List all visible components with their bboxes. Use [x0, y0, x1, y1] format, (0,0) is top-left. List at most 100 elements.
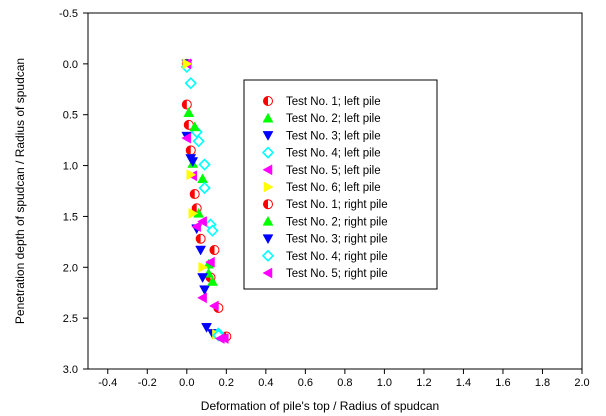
x-axis-label: Deformation of pile's top / Radius of sp… — [201, 399, 439, 413]
y-tick-label: 3.0 — [63, 364, 78, 376]
legend-marker — [263, 96, 273, 106]
marker-fill — [186, 145, 191, 155]
y-tick-label: 0.5 — [63, 110, 78, 122]
x-tick-label: 0.2 — [219, 377, 234, 389]
y-axis-ticks: -0.5 0.0 0.5 1.0 1.5 2.0 2.5 3.0 — [59, 8, 88, 376]
x-tick-label: 2.0 — [574, 377, 589, 389]
series-9 — [185, 154, 212, 333]
x-tick-label: 1.0 — [377, 377, 392, 389]
y-tick-label: 1.0 — [63, 161, 78, 173]
legend-label: Test No. 3; right pile — [286, 234, 388, 246]
data-point — [214, 333, 225, 344]
legend-entry: Test No. 1; left pile — [263, 96, 381, 108]
data-point — [206, 224, 219, 237]
legend-marker — [262, 267, 273, 279]
data-point — [183, 107, 195, 117]
data-point — [185, 154, 197, 164]
data-point — [188, 207, 199, 219]
legend-marker — [263, 199, 273, 210]
data-point — [197, 216, 207, 227]
legend-entry: Test No. 3; right pile — [262, 234, 388, 246]
marker-fill — [192, 203, 197, 213]
legend-entry: Test No. 1; right pile — [263, 199, 388, 211]
x-tick-label: 1.2 — [416, 377, 431, 389]
data-point — [208, 300, 219, 312]
series-7 — [183, 119, 224, 313]
marker-fill — [196, 234, 201, 244]
legend-entry: Test No. 6; left pile — [263, 181, 381, 194]
x-tick-label: 1.6 — [495, 377, 510, 389]
legend-marker — [262, 234, 274, 245]
marker-fill — [263, 199, 268, 209]
legend-entry: Test No. 4; left pile — [261, 146, 381, 160]
data-point — [197, 292, 207, 304]
legend: Test No. 1; left pile Test No. 2; left pi… — [243, 79, 438, 290]
marker-fill — [184, 120, 189, 130]
legend-marker — [262, 215, 274, 226]
legend-marker — [261, 146, 275, 159]
marker-fill — [182, 100, 187, 110]
series-10 — [192, 135, 225, 342]
legend-label: Test No. 6; left pile — [286, 182, 381, 194]
x-tick-label: 0.4 — [258, 377, 273, 389]
data-point — [198, 261, 209, 273]
legend-label: Test No. 4; left pile — [286, 148, 381, 160]
data-point — [181, 99, 192, 110]
data-point — [195, 233, 206, 244]
x-tick-label: 0.8 — [337, 377, 352, 389]
legend-entry: Test No. 3; left pile — [262, 130, 381, 142]
legend-entry: Test No. 4; right pile — [261, 249, 388, 263]
legend-label: Test No. 1; left pile — [286, 96, 381, 108]
legend-label: Test No. 3; left pile — [286, 130, 381, 142]
y-tick-label: 2.0 — [63, 262, 78, 274]
legend-marker — [261, 249, 275, 262]
legend-entry: Test No. 2; left pile — [262, 112, 381, 125]
legend-label: Test No. 2; left pile — [286, 113, 381, 125]
marker-fill — [263, 96, 268, 106]
marker-fill — [190, 189, 195, 199]
x-tick-label: 0.6 — [298, 377, 313, 389]
legend-entry: Test No. 5; right pile — [262, 267, 388, 280]
data-point — [186, 169, 197, 181]
x-tick-label: -0.2 — [138, 377, 157, 389]
legend-marker — [263, 181, 274, 193]
x-axis-ticks: -0.4 -0.2 0.0 0.2 0.4 0.6 0.8 1.0 1.2 1.4 1.6 1.8 2.… — [98, 369, 590, 389]
series-11 — [197, 216, 225, 344]
x-tick-label: -0.4 — [98, 377, 117, 389]
data-point — [199, 285, 211, 296]
legend-box — [243, 79, 438, 290]
y-tick-label: 0.0 — [63, 59, 78, 71]
legend-label: Test No. 5; right pile — [286, 268, 388, 280]
y-tick-label: 2.5 — [63, 313, 78, 325]
legend-marker — [262, 131, 274, 141]
legend-label: Test No. 5; left pile — [286, 165, 381, 177]
data-point — [201, 323, 212, 333]
x-tick-label: 0.0 — [179, 377, 194, 389]
data-point — [189, 121, 201, 132]
data-point — [192, 135, 205, 148]
legend-label: Test No. 2; right pile — [286, 216, 388, 228]
y-axis-label: Penetration depth of spudcan / Radius of… — [13, 58, 27, 324]
data-point — [184, 77, 197, 90]
y-tick-label: 1.5 — [63, 211, 78, 223]
legend-entry: Test No. 5; left pile — [262, 164, 381, 177]
data-point — [189, 189, 200, 200]
data-point — [209, 244, 220, 255]
marker-fill — [209, 245, 215, 255]
data-point — [185, 145, 196, 156]
legend-entry: Test No. 2; right pile — [262, 215, 388, 228]
data-point — [195, 245, 207, 256]
y-tick-label: -0.5 — [59, 8, 78, 20]
data-point — [182, 58, 193, 70]
data-point — [181, 132, 192, 144]
legend-label: Test No. 4; right pile — [286, 251, 388, 263]
data-point — [198, 158, 211, 171]
data-point — [204, 256, 215, 268]
data-point — [207, 276, 218, 286]
legend-marker — [262, 164, 273, 176]
data-point — [198, 181, 211, 195]
legend-label: Test No. 1; right pile — [286, 199, 388, 211]
x-tick-label: 1.8 — [535, 377, 550, 389]
x-tick-label: 1.4 — [456, 377, 471, 389]
